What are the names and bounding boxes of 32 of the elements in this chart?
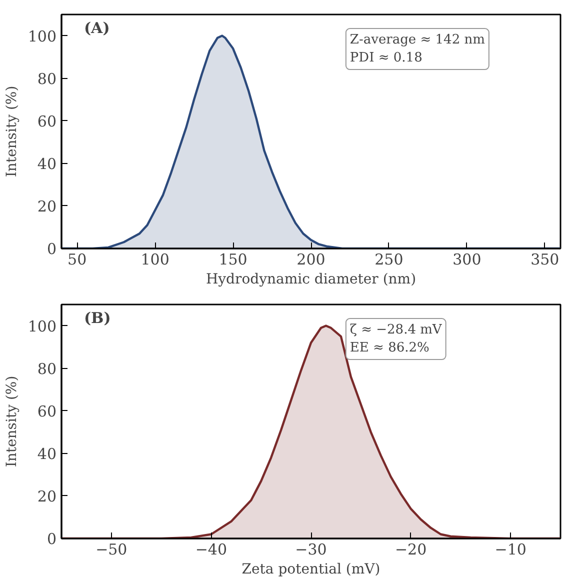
y-axis-title: Intensity (%) <box>4 86 20 178</box>
y-tick-label: 20 <box>37 197 57 216</box>
y-tick-label: 0 <box>46 530 57 548</box>
y-tick-label: 40 <box>37 444 57 463</box>
x-tick-label: −20 <box>394 540 427 558</box>
y-tick-label: 100 <box>28 317 57 336</box>
x-axis-title: Hydrodynamic diameter (nm) <box>206 272 416 288</box>
x-axis-title: Zeta potential (mV) <box>242 562 380 578</box>
x-tick-label: 50 <box>68 250 87 268</box>
x-tick-label: −40 <box>195 540 228 558</box>
annotation: ζ ≈ −28.4 mV EE ≈ 86.2% <box>350 322 442 356</box>
y-axis-title: Intensity (%) <box>4 376 20 468</box>
y-tick-label: 60 <box>37 402 57 420</box>
y-tick-label: 40 <box>37 154 57 173</box>
x-tick-label: −30 <box>295 540 327 558</box>
x-tick-label: 300 <box>452 250 482 268</box>
y-tick-label: 100 <box>28 27 57 46</box>
y-tick-label: 60 <box>37 112 57 130</box>
y-tick-label: 0 <box>46 240 57 258</box>
y-tick-label: 20 <box>37 487 57 506</box>
y-tick-label: 80 <box>37 70 57 88</box>
x-tick-label: 250 <box>374 250 404 268</box>
x-tick-label: −50 <box>96 540 128 558</box>
x-tick-label: 350 <box>530 250 560 268</box>
annotation: Z-average ≈ 142 nm PDI ≈ 0.18 <box>350 32 485 66</box>
x-tick-label: 200 <box>296 250 326 268</box>
annotation: (B) <box>84 309 111 328</box>
annotation: (A) <box>84 19 110 38</box>
x-tick-label: −10 <box>494 540 526 558</box>
x-tick-label: 100 <box>140 250 170 268</box>
y-tick-label: 80 <box>37 360 57 378</box>
x-tick-label: 150 <box>218 250 248 268</box>
